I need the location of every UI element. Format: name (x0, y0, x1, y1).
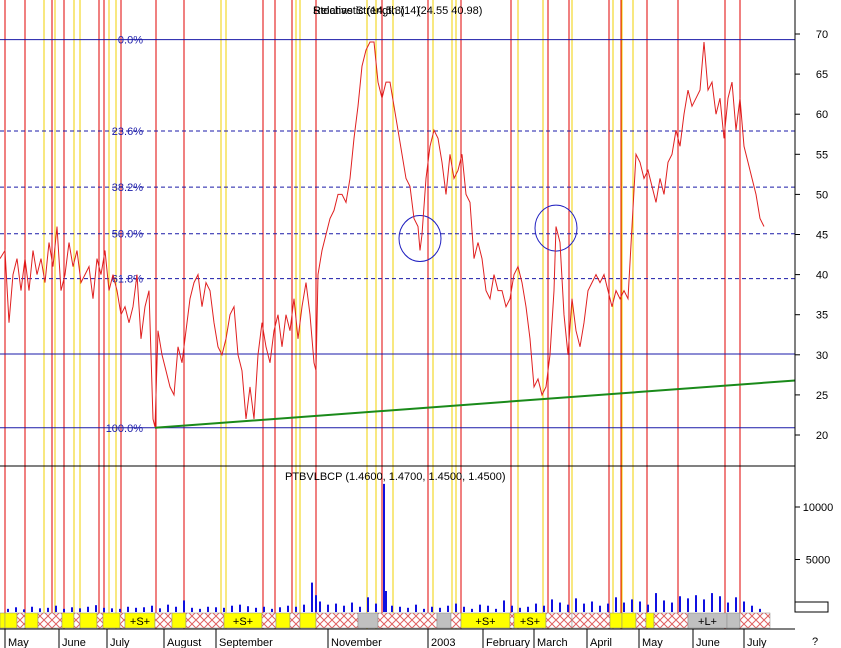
fib-level-label-2: 38.2% (112, 182, 143, 194)
fib-level-label-5: 100.0% (106, 423, 144, 435)
lower-tick-label-1: 10000 (803, 502, 834, 514)
upper-tick-label-2: 30 (816, 350, 828, 362)
month-label-2: July (110, 637, 130, 648)
month-label-3: August (167, 637, 201, 648)
fib-level-label-0: 0.0% (118, 35, 143, 47)
strip-segment-31 (621, 612, 637, 629)
strip-segment-23 (436, 612, 452, 629)
upper-tick-label-9: 65 (816, 69, 828, 81)
strip-segment-10 (119, 612, 126, 629)
corner-mark: ? (812, 636, 818, 648)
volume-bars (7, 483, 761, 612)
month-label-10: May (642, 637, 663, 648)
upper-title-2: Stochastic (14,5,3) (313, 5, 405, 17)
strip-segment-36 (726, 612, 741, 629)
upper-tick-label-4: 40 (816, 270, 828, 282)
strip-segment-14 (185, 612, 225, 629)
strip-segment-16 (261, 612, 277, 629)
lower-tick-label-0: 5000 (806, 555, 830, 567)
strip-segment-28 (545, 612, 573, 629)
strip-segment-22 (377, 612, 438, 629)
strip-segment-1 (4, 612, 18, 629)
cycle-lines (4, 0, 741, 629)
upper-tick-label-0: 20 (816, 430, 828, 442)
strip-segment-7 (79, 612, 98, 629)
month-axis: May June July August September November 2003 Fe… (4, 629, 767, 648)
strip-segment-18 (289, 612, 301, 629)
strip-segment-20 (315, 612, 359, 629)
strip-segment-37 (739, 612, 771, 629)
upper-tick-label-6: 50 (816, 189, 828, 201)
upper-tick-label-10: 70 (816, 29, 828, 41)
fib-level-label-3: 50.0% (112, 229, 143, 241)
month-label-12: July (747, 637, 767, 648)
upper-tick-label-1: 25 (816, 390, 828, 402)
strip-segment-19 (299, 612, 317, 629)
upper-tick-label-8: 60 (816, 109, 828, 121)
strip-segment-29 (571, 612, 611, 629)
upper-axis-ticks: 20 25 30 35 40 45 50 55 60 65 70 (795, 29, 828, 442)
strip-segment-26 (509, 612, 515, 629)
strip-label-11: +S+ (130, 616, 150, 628)
strip-segment-4 (37, 612, 63, 629)
lower-title: PTBVLBCP (1.4600, 1.4700, 1.4500, 1.4500… (285, 471, 506, 483)
highlight-circle-0 (398, 215, 442, 263)
trendline (154, 379, 796, 429)
strip-label-27: +S+ (520, 616, 540, 628)
fib-level-label-4: 61.8% (112, 274, 143, 286)
month-label-7: February (486, 637, 531, 648)
fib-level-label-1: 23.6% (112, 126, 143, 138)
rsi-series-line (0, 41, 765, 428)
strip-segment-33 (645, 612, 655, 629)
highlight-circles (398, 204, 578, 263)
strip-segment-21 (357, 612, 379, 629)
strip-segment-34 (653, 612, 689, 629)
strip-segment-9 (102, 612, 121, 629)
signal-strip: +S+ +S+ +S+ +S+ +L+ (0, 612, 771, 629)
strip-segment-30 (609, 612, 623, 629)
strip-segment-17 (275, 612, 291, 629)
strip-segment-2 (16, 612, 26, 629)
strip-label-15: +S+ (233, 616, 253, 628)
month-label-0: May (8, 637, 29, 648)
month-label-5: November (331, 637, 382, 648)
strip-segment-0 (0, 612, 6, 629)
upper-tick-label-7: 55 (816, 149, 828, 161)
upper-title-1: Relative Strength (14) (313, 5, 420, 17)
strip-segment-8 (96, 612, 104, 629)
strip-segment-3 (24, 612, 39, 629)
fibonacci-levels: 0.0% 23.6% 38.2% 50.0% 61.8% 100.0% (0, 35, 795, 435)
month-label-4: September (219, 637, 273, 648)
upper-tick-label-5: 45 (816, 230, 828, 242)
month-label-9: April (590, 637, 612, 648)
strip-label-35: +L+ (698, 616, 717, 628)
lower-axis-ticks: 5000 10000 (795, 502, 833, 567)
month-label-6: 2003 (431, 637, 455, 648)
month-label-11: June (696, 637, 720, 648)
strip-segment-12 (154, 612, 173, 629)
highlight-circle-1 (534, 204, 578, 252)
legend-box (794, 601, 829, 613)
strip-segment-24 (450, 612, 462, 629)
month-label-8: March (537, 637, 568, 648)
strip-segment-6 (73, 612, 81, 629)
strip-label-25: +S+ (475, 616, 495, 628)
upper-title-tail: (24.55 40.98) (417, 5, 482, 17)
strip-segment-5 (61, 612, 75, 629)
month-label-1: June (62, 637, 86, 648)
strip-segment-32 (635, 612, 647, 629)
strip-segment-13 (171, 612, 187, 629)
upper-tick-label-3: 35 (816, 310, 828, 322)
